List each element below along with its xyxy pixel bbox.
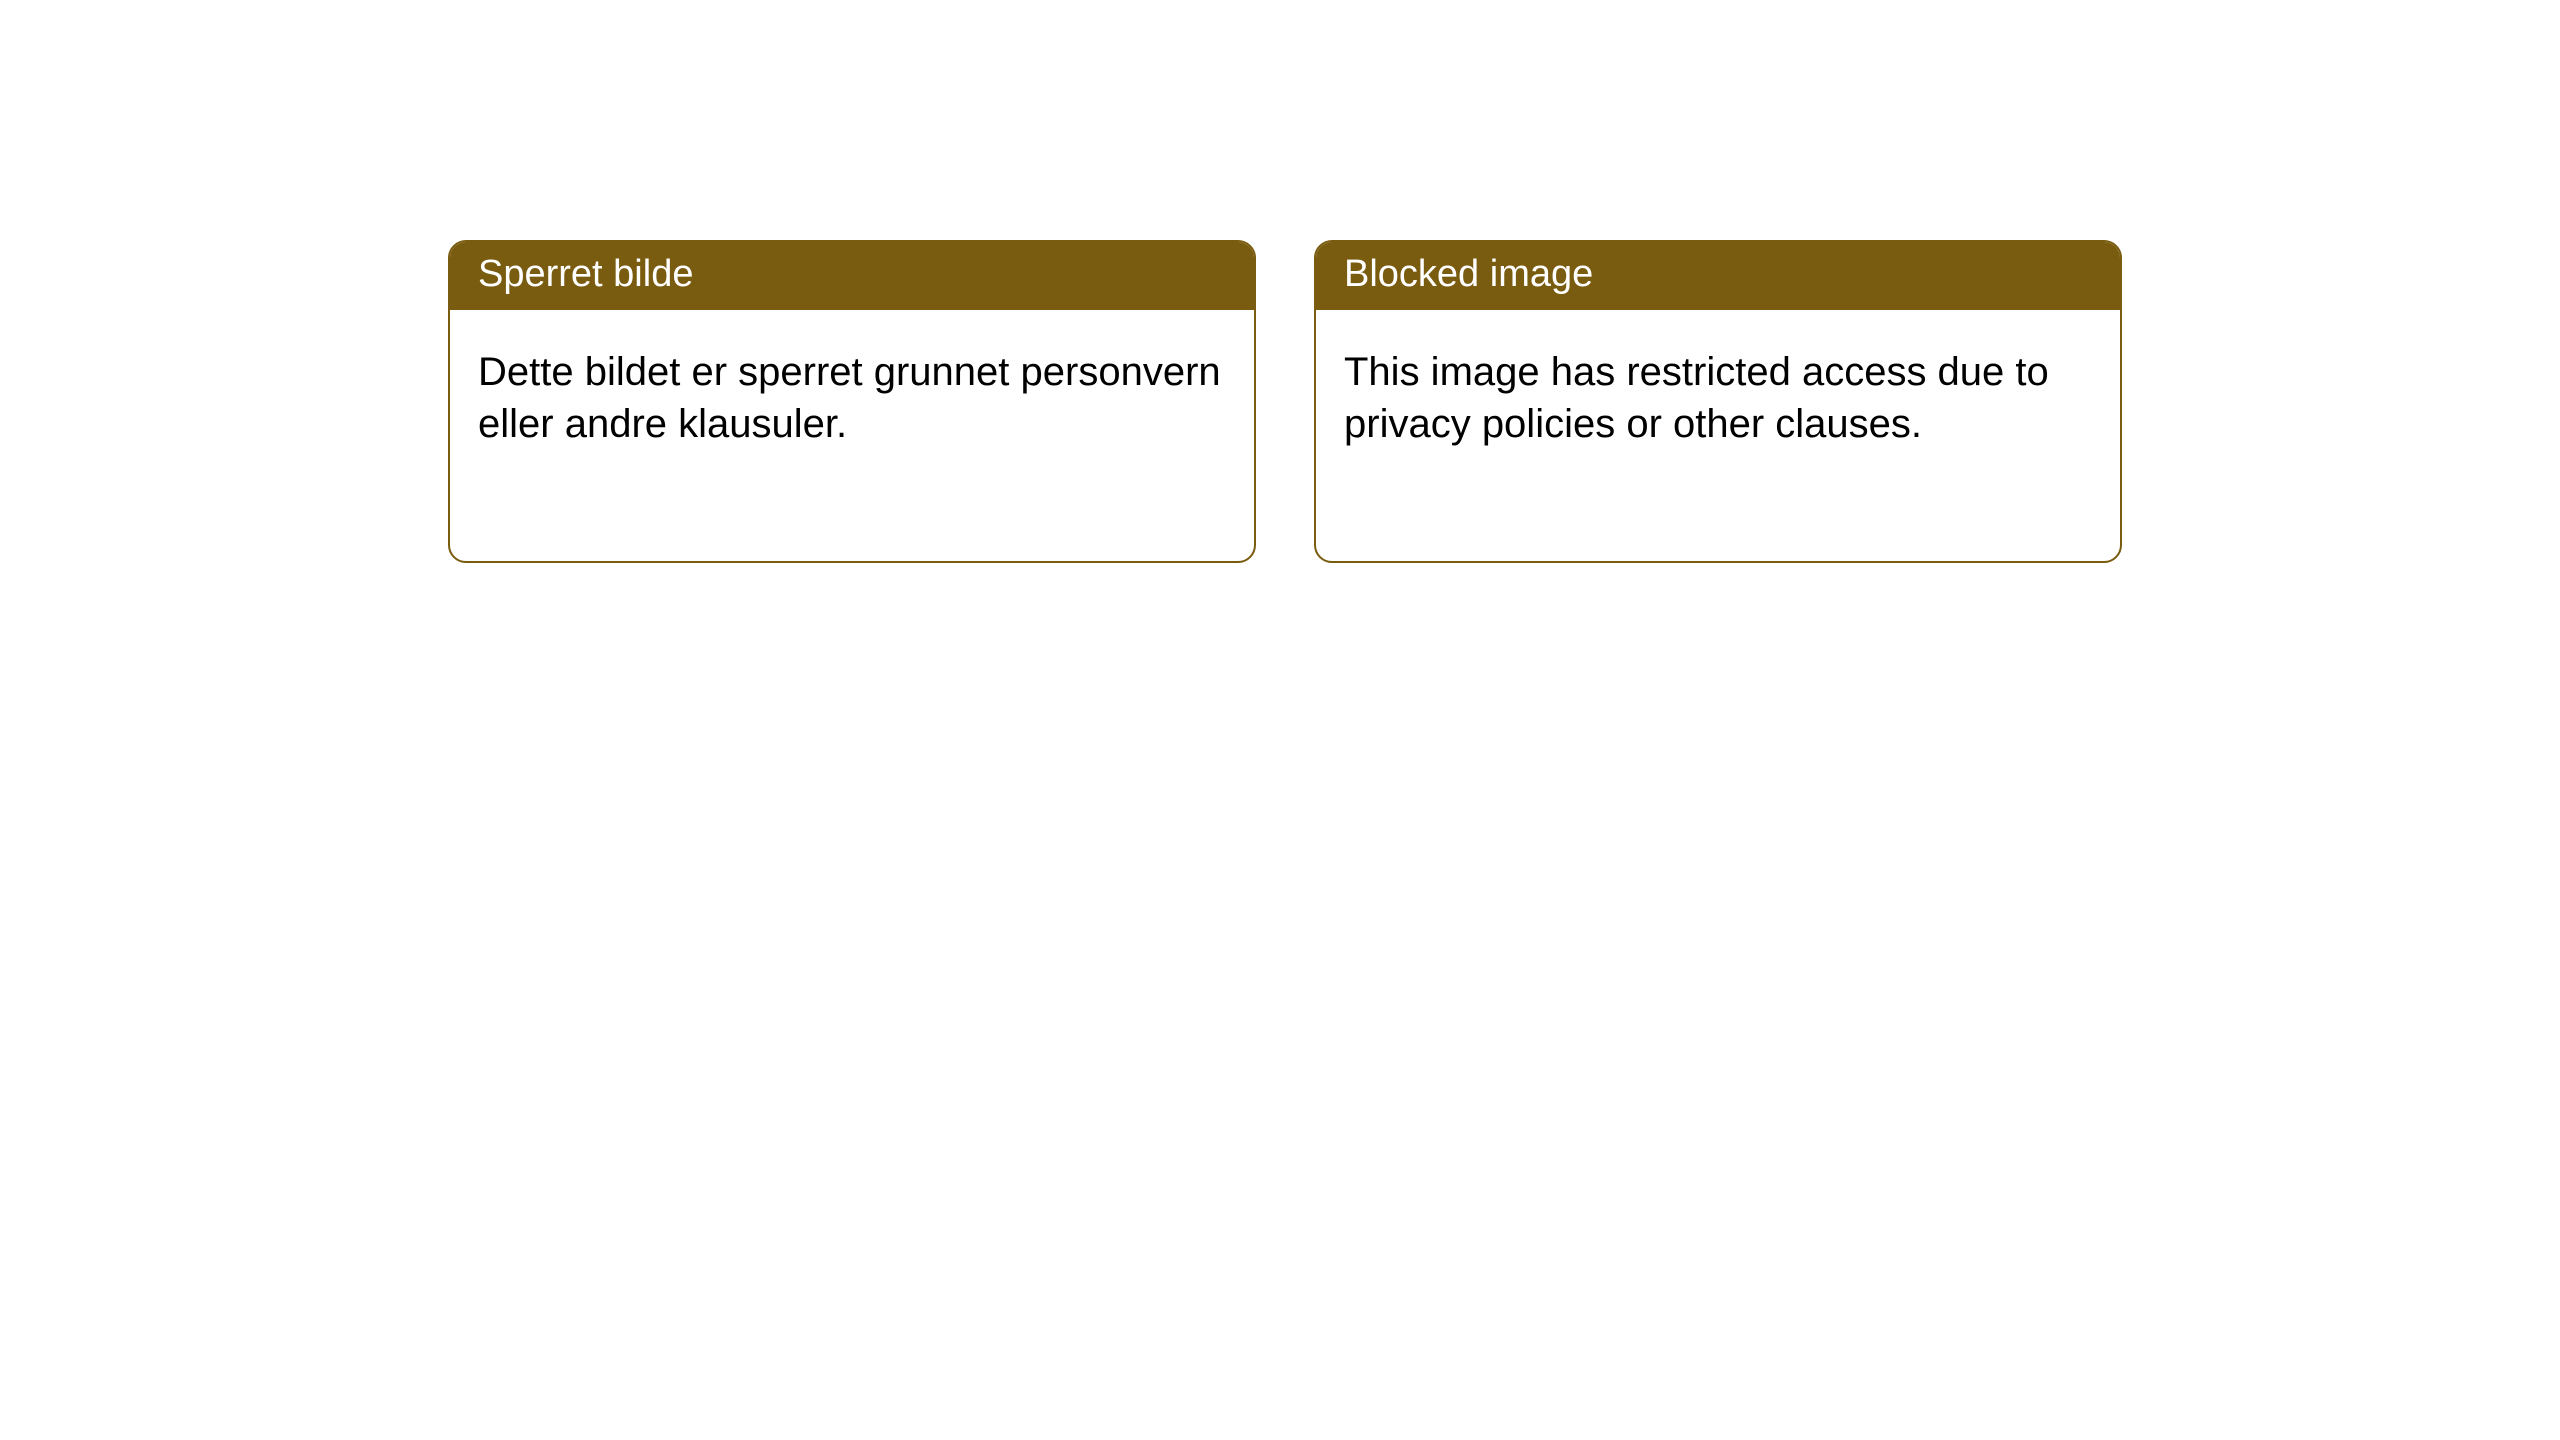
notice-title: Sperret bilde <box>450 242 1254 310</box>
notice-container: Sperret bilde Dette bildet er sperret gr… <box>0 0 2560 563</box>
notice-title: Blocked image <box>1316 242 2120 310</box>
notice-card-norwegian: Sperret bilde Dette bildet er sperret gr… <box>448 240 1256 563</box>
notice-card-english: Blocked image This image has restricted … <box>1314 240 2122 563</box>
notice-body: This image has restricted access due to … <box>1316 310 2120 562</box>
notice-body: Dette bildet er sperret grunnet personve… <box>450 310 1254 562</box>
